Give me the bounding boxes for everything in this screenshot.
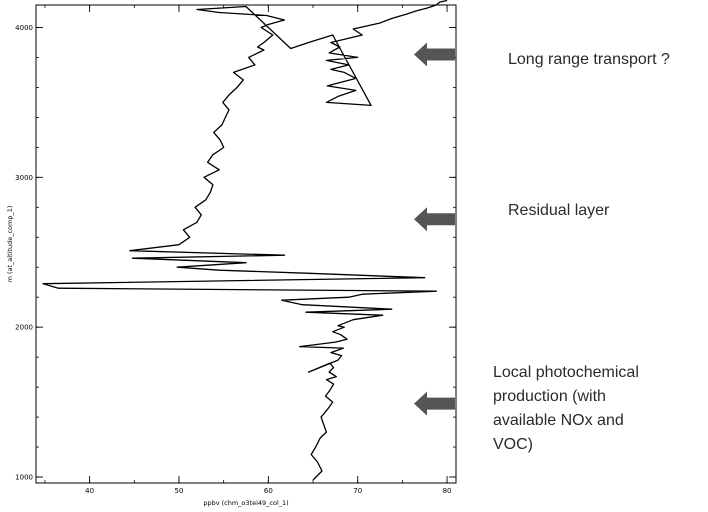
left-arrow-icon	[414, 207, 455, 232]
data-layer	[42, 0, 448, 481]
x-axis-label: ppbv (chm_o3tei49_col_1)	[203, 499, 288, 507]
axis-ticks: 40 50 60 70 80 1000 2000 3000 4000	[15, 5, 456, 495]
annotation-local-photochemical: Local photochemical production (with ava…	[493, 364, 639, 453]
x-tick-label: 40	[85, 487, 94, 495]
x-tick-label: 80	[443, 487, 452, 495]
x-tick-label: 60	[264, 487, 273, 495]
left-arrow-icon	[414, 391, 455, 416]
plot-frame	[35, 4, 457, 484]
y-tick-label: 4000	[15, 24, 33, 32]
y-tick-label: 3000	[15, 174, 33, 182]
y-tick-label: 2000	[15, 324, 33, 332]
x-tick-label: 50	[175, 487, 184, 495]
annotation-long-range: Long range transport ?	[508, 51, 670, 68]
x-tick-label: 70	[353, 487, 362, 495]
annotation-residual-layer: Residual layer	[508, 202, 610, 219]
ozone-profile-line	[42, 0, 448, 481]
y-axis-label: m (at_altitude_comp_1)	[6, 206, 14, 283]
left-arrow-icon	[414, 42, 455, 67]
arrow-layer	[414, 42, 455, 416]
y-tick-label: 1000	[15, 474, 33, 482]
